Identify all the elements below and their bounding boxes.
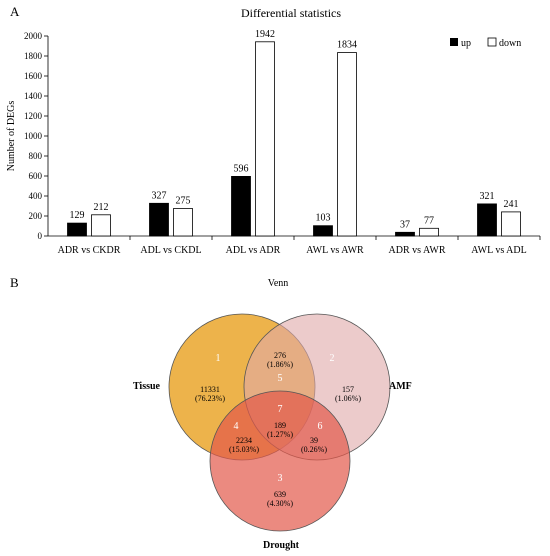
data-label-down: 77 <box>424 215 434 226</box>
bar-down <box>337 52 357 237</box>
venn-region-percent-4: (15.03%) <box>229 445 259 454</box>
venn-set-label-amf: AMF <box>389 381 412 392</box>
legend-label-up: up <box>461 38 471 49</box>
bar-up <box>231 175 251 237</box>
venn-region-percent-3: (4.30%) <box>267 499 293 508</box>
data-label-up: 321 <box>480 191 495 202</box>
bar-up <box>477 203 497 237</box>
bar-down <box>255 41 275 237</box>
bar-down <box>501 211 521 237</box>
x-tick-label: ADL vs ADR <box>226 245 281 256</box>
data-label-down: 212 <box>94 202 109 213</box>
venn-region-count-5: 276 <box>274 351 286 360</box>
venn-region-id-3: 3 <box>278 473 283 484</box>
venn-diagram: Venn Tissue AMF Drought 1 11331 (76.23%)… <box>133 278 412 551</box>
venn-region-id-7: 7 <box>278 404 283 415</box>
data-label-up: 37 <box>400 219 410 230</box>
venn-region-count-6: 39 <box>310 436 318 445</box>
bar-down <box>173 208 193 237</box>
venn-region-id-1: 1 <box>216 353 221 364</box>
x-tick-label: AWL vs AWR <box>306 245 364 256</box>
data-label-up: 596 <box>234 163 249 174</box>
y-tick-label: 1000 <box>24 131 43 141</box>
y-tick-label: 0 <box>38 231 43 241</box>
bar-up <box>395 231 415 237</box>
venn-region-percent-2: (1.06%) <box>335 394 361 403</box>
y-axis-label: Number of DEGs <box>6 101 17 172</box>
y-tick-label: 1600 <box>24 71 43 81</box>
bar-up <box>313 225 333 237</box>
venn-region-count-1: 11331 <box>200 385 220 394</box>
y-tick-label: 400 <box>29 191 43 201</box>
bar-down <box>91 214 111 237</box>
panel-a-label: A <box>10 4 20 19</box>
venn-region-count-7: 189 <box>274 421 286 430</box>
bar-up <box>67 222 87 237</box>
y-tick-label: 600 <box>29 171 43 181</box>
venn-region-count-3: 639 <box>274 490 286 499</box>
panel-b-label: B <box>10 275 19 290</box>
venn-title: Venn <box>268 278 289 289</box>
legend-swatch-down <box>487 37 497 47</box>
bar-down <box>419 227 439 237</box>
venn-circle-drought <box>209 390 351 532</box>
bar-up <box>149 202 169 237</box>
venn-region-id-5: 5 <box>278 373 283 384</box>
venn-region-percent-5: (1.86%) <box>267 360 293 369</box>
venn-region-percent-7: (1.27%) <box>267 430 293 439</box>
venn-region-percent-1: (76.23%) <box>195 394 225 403</box>
venn-region-id-2: 2 <box>330 353 335 364</box>
legend: up down <box>450 37 521 49</box>
data-label-down: 1834 <box>337 40 357 51</box>
bar-chart: Differential statistics Number of DEGs u… <box>6 6 541 256</box>
venn-set-label-drought: Drought <box>263 540 300 551</box>
y-tick-label: 1200 <box>24 111 43 121</box>
y-tick-label: 800 <box>29 151 43 161</box>
data-label-down: 1942 <box>255 29 275 40</box>
y-tick-label: 200 <box>29 211 43 221</box>
venn-region-id-4: 4 <box>234 421 239 432</box>
y-tick-label: 1400 <box>24 91 43 101</box>
data-label-up: 327 <box>152 190 167 201</box>
x-tick-label: ADL vs CKDL <box>140 245 201 256</box>
y-tick-label: 1800 <box>24 51 43 61</box>
venn-set-label-tissue: Tissue <box>133 381 161 392</box>
data-label-up: 103 <box>316 213 331 224</box>
x-tick-label: ADR vs AWR <box>389 245 446 256</box>
x-tick-label: AWL vs ADL <box>471 245 527 256</box>
x-tick-label: ADR vs CKDR <box>58 245 121 256</box>
data-label-down: 275 <box>176 196 191 207</box>
venn-region-count-4: 2234 <box>236 436 252 445</box>
data-label-up: 129 <box>70 210 85 221</box>
legend-label-down: down <box>499 38 521 49</box>
bar-chart-title: Differential statistics <box>241 6 341 20</box>
venn-region-count-2: 157 <box>342 385 354 394</box>
venn-region-percent-6: (0.26%) <box>301 445 327 454</box>
y-tick-label: 2000 <box>24 31 43 41</box>
legend-swatch-up <box>450 38 458 46</box>
venn-region-id-6: 6 <box>318 421 323 432</box>
data-label-down: 241 <box>504 199 519 210</box>
